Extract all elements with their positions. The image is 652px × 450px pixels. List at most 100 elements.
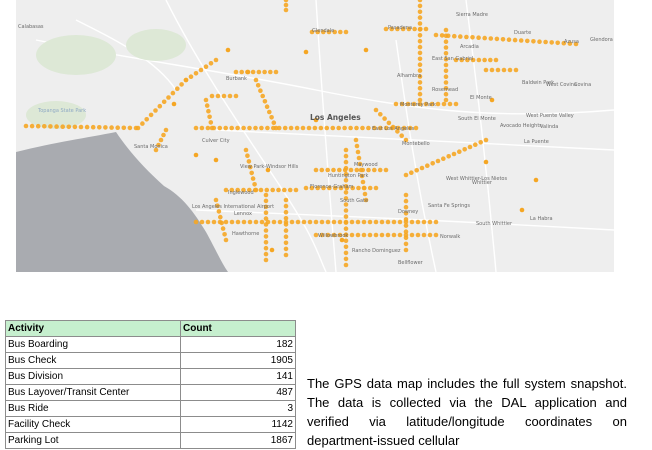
gps-point xyxy=(263,198,269,204)
gps-point xyxy=(140,121,145,126)
gps-point xyxy=(343,159,349,165)
gps-point xyxy=(348,125,353,131)
label-culver-city: Culver City xyxy=(202,138,230,144)
gps-point xyxy=(208,120,214,125)
gps-point xyxy=(343,232,349,238)
label-west-covina: West Covina xyxy=(546,82,577,88)
gps-point xyxy=(443,86,449,91)
gps-point xyxy=(377,167,383,173)
gps-point xyxy=(303,49,309,55)
gps-point xyxy=(512,37,518,43)
gps-point xyxy=(513,67,519,73)
gps-point xyxy=(476,57,482,63)
gps-point xyxy=(372,125,377,131)
gps-point xyxy=(343,202,349,207)
gps-point xyxy=(205,219,211,225)
gps-point xyxy=(359,173,365,179)
gps-point xyxy=(301,219,307,225)
gps-point xyxy=(259,125,264,131)
gps-point xyxy=(403,172,409,178)
gps-point xyxy=(215,93,221,99)
label-burbank: Burbank xyxy=(226,76,247,82)
gps-point xyxy=(343,208,349,213)
gps-points xyxy=(23,0,579,268)
gps-point xyxy=(451,151,457,157)
gps-point xyxy=(360,179,366,185)
gps-point xyxy=(489,67,495,73)
label-avocado-heights: Avocado Heights xyxy=(500,123,542,129)
description-paragraph: The GPS data map includes the full syste… xyxy=(307,376,627,448)
gps-point xyxy=(250,69,256,75)
label-glendora: Glendora xyxy=(590,37,613,43)
gps-point xyxy=(401,125,407,131)
gps-point xyxy=(373,219,379,225)
count-cell: 141 xyxy=(180,368,296,385)
label-arcadia: Arcadia xyxy=(460,44,479,50)
gps-point xyxy=(263,245,269,251)
count-cell: 3 xyxy=(180,400,296,417)
gps-point xyxy=(399,101,405,107)
gps-point xyxy=(157,103,163,109)
gps-point xyxy=(355,219,361,225)
gps-point xyxy=(427,232,433,238)
gps-point xyxy=(282,187,287,193)
gps-point xyxy=(223,187,229,193)
label-whittier: Whittier xyxy=(472,180,493,186)
gps-point xyxy=(453,101,459,107)
gps-point xyxy=(367,185,373,191)
gps-point xyxy=(467,144,473,150)
gps-point xyxy=(264,104,270,109)
gps-point xyxy=(223,125,228,131)
gps-point xyxy=(403,198,409,204)
gps-point xyxy=(313,219,319,225)
gps-point xyxy=(97,125,102,130)
gps-point xyxy=(258,187,264,193)
gps-point xyxy=(464,34,469,40)
gps-point xyxy=(312,125,318,131)
gps-point xyxy=(221,93,227,99)
gps-point xyxy=(156,142,161,148)
gps-point xyxy=(462,147,468,152)
gps-point xyxy=(90,124,96,130)
gps-point xyxy=(573,41,579,47)
gps-point xyxy=(207,114,212,120)
gps-point xyxy=(313,232,319,238)
label-topanga: Topanga State Park xyxy=(37,108,86,114)
gps-point xyxy=(561,40,567,46)
gps-point xyxy=(443,51,449,56)
label-huntington-park: Huntington Park xyxy=(328,173,368,179)
gps-point xyxy=(270,187,275,193)
header-count: Count xyxy=(180,320,296,337)
gps-point xyxy=(239,69,244,75)
gps-point xyxy=(385,219,391,225)
gps-point xyxy=(339,237,345,243)
table-row: Parking Lot 1867 xyxy=(5,432,296,449)
gps-point xyxy=(223,219,229,225)
gps-point xyxy=(263,216,269,221)
gps-point xyxy=(342,125,347,131)
gps-point xyxy=(361,232,367,238)
gps-point xyxy=(417,27,423,32)
gps-point xyxy=(163,127,169,133)
gps-point xyxy=(403,217,409,222)
gps-point xyxy=(435,158,441,164)
gps-point xyxy=(253,77,259,83)
activity-cell: Bus Ride xyxy=(5,400,181,417)
gps-point xyxy=(506,37,512,42)
gps-point xyxy=(372,167,377,173)
gps-point xyxy=(443,80,449,85)
label-east-san-gabriel: East San Gabriel xyxy=(432,56,473,62)
gps-point xyxy=(283,222,289,227)
gps-point xyxy=(321,29,326,35)
table-row: Facility Check 1142 xyxy=(5,416,296,433)
gps-point xyxy=(343,256,349,262)
gps-point xyxy=(367,219,373,225)
gps-point xyxy=(458,34,463,39)
gps-point xyxy=(203,97,209,103)
gps-point xyxy=(144,117,149,122)
gps-point xyxy=(531,39,536,44)
gps-point xyxy=(247,125,252,131)
gps-point xyxy=(409,170,414,175)
gps-point xyxy=(300,125,306,131)
gps-point xyxy=(324,125,330,131)
